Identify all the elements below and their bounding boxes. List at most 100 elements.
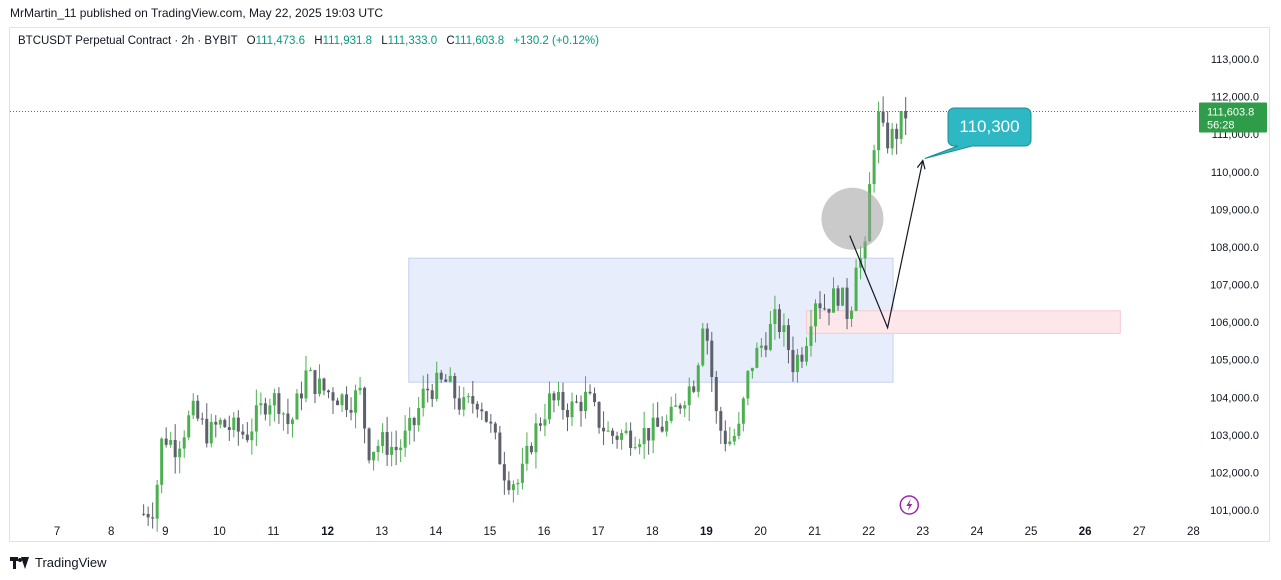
time-tick-label: 7 xyxy=(54,526,60,538)
candle-body xyxy=(272,393,276,406)
price-tick-label: 110,000.0 xyxy=(1211,167,1259,179)
candle-body xyxy=(507,480,511,491)
candle-body xyxy=(277,393,281,414)
candle-body xyxy=(327,390,331,393)
footer-brand[interactable]: TradingView xyxy=(10,555,107,570)
candle-body xyxy=(525,445,529,464)
candle-body xyxy=(200,418,204,420)
candle-body xyxy=(547,393,551,420)
candle-body xyxy=(412,417,416,426)
candle-body xyxy=(394,446,398,451)
candle-body xyxy=(295,393,299,420)
candle-body xyxy=(570,401,574,418)
candle-body xyxy=(430,390,434,400)
candle-body xyxy=(390,446,394,455)
candle-body xyxy=(714,377,718,412)
candle-body xyxy=(241,431,245,435)
candle-body xyxy=(629,430,633,448)
candle-body xyxy=(331,392,335,401)
candle-body xyxy=(669,406,673,421)
candle-body xyxy=(660,426,664,432)
open-value: 111,473.6 xyxy=(255,35,306,47)
chart-frame xyxy=(9,27,1270,542)
time-tick-label: 28 xyxy=(1187,526,1200,538)
candle-body xyxy=(439,372,443,380)
candle-body xyxy=(403,430,407,448)
lightning-bolt xyxy=(906,499,913,511)
change-value: +130.2 (+0.12%) xyxy=(513,35,599,47)
candle-body xyxy=(475,403,479,410)
candle-body xyxy=(773,309,777,325)
candle-body xyxy=(633,447,637,449)
price-tick-label: 102,000.0 xyxy=(1210,467,1259,479)
candle-body xyxy=(696,365,700,392)
candle-body xyxy=(597,402,601,428)
candle-body xyxy=(263,403,267,415)
candle-body xyxy=(538,423,542,426)
candle-body xyxy=(354,390,358,413)
candle-body xyxy=(665,420,669,432)
time-tick-label: 22 xyxy=(862,526,875,538)
candle-body xyxy=(651,417,655,441)
time-tick-label: 14 xyxy=(429,526,442,538)
candle-body xyxy=(647,427,651,441)
candles-layer xyxy=(142,96,908,532)
candle-body xyxy=(737,423,741,436)
candle-body xyxy=(832,288,836,313)
candle-body xyxy=(502,464,506,481)
time-tick-label: 27 xyxy=(1133,526,1146,538)
candle-body xyxy=(160,438,164,485)
candle-body xyxy=(854,267,858,311)
candle-body xyxy=(656,417,660,427)
candle-body xyxy=(759,345,763,348)
candle-body xyxy=(448,375,452,382)
time-tick-label: 13 xyxy=(375,526,388,538)
candle-body xyxy=(543,419,547,426)
zones-layer xyxy=(408,257,1121,383)
candle-body xyxy=(746,371,750,399)
candle-body xyxy=(372,452,376,461)
candle-body xyxy=(845,287,849,319)
candle-body xyxy=(178,448,182,458)
candle-body xyxy=(795,354,799,373)
candle-body xyxy=(317,378,321,395)
candle-body xyxy=(850,310,854,319)
time-tick-label: 17 xyxy=(592,526,605,538)
candle-body xyxy=(313,370,317,395)
symbol-title[interactable]: BTCUSDT Perpetual Contract · 2h · BYBIT xyxy=(18,35,238,47)
candle-body xyxy=(281,413,285,415)
candle-body xyxy=(385,432,389,455)
candle-body xyxy=(471,396,475,404)
candle-body xyxy=(466,396,470,398)
candle-body xyxy=(164,438,168,445)
red-support-zone xyxy=(805,310,1121,334)
candle-body xyxy=(642,427,646,445)
candle-body xyxy=(692,386,696,392)
publisher-line: MrMartin_11 published on TradingView.com… xyxy=(10,6,384,20)
candle-body xyxy=(750,367,754,372)
time-tick-label: 18 xyxy=(646,526,659,538)
candle-body xyxy=(561,391,565,411)
candle-body xyxy=(701,328,705,366)
candle-body xyxy=(804,346,808,362)
candle-body xyxy=(196,400,200,419)
candle-body xyxy=(268,405,272,415)
candle-body xyxy=(836,288,840,306)
price-tick-label: 108,000.0 xyxy=(1210,242,1259,254)
candle-body xyxy=(764,345,768,350)
candle-body xyxy=(705,328,709,341)
target-callout-label: 110,300 xyxy=(959,117,1019,136)
price-tick-label: 105,000.0 xyxy=(1210,355,1259,367)
candle-body xyxy=(556,391,560,401)
price-tick-label: 112,000.0 xyxy=(1211,92,1259,104)
candle-body xyxy=(349,410,353,413)
candle-body xyxy=(236,417,240,432)
time-axis: 7 8 9 10 11 12 13 14 15 16 17 18 19 20 21 22 23 24 25 26 27 2… xyxy=(54,526,1200,538)
candle-body xyxy=(881,111,885,123)
candle-body xyxy=(818,303,822,309)
candle-body xyxy=(529,445,533,453)
candle-body xyxy=(376,445,380,453)
candle-body xyxy=(173,440,177,458)
price-axis: 113,000.0112,000.0111,000.0110,000.0109,… xyxy=(1199,54,1267,517)
